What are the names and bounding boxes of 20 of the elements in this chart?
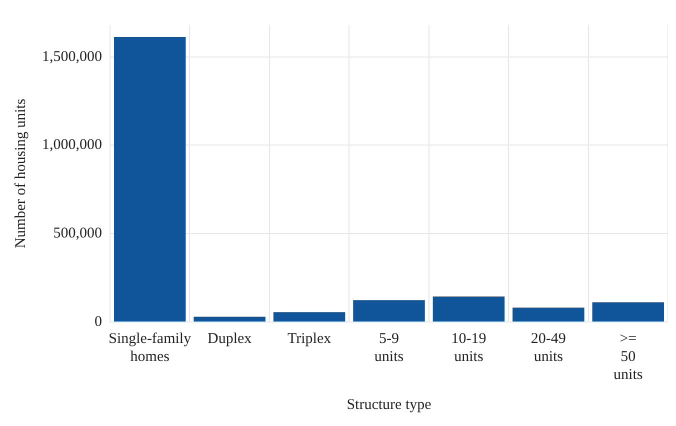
bar xyxy=(114,37,186,322)
bar xyxy=(592,302,664,322)
bar xyxy=(353,300,425,322)
x-tick-label: 20-49 units xyxy=(530,330,566,365)
x-tick-label: Duplex xyxy=(207,330,252,347)
bar xyxy=(194,316,266,322)
x-tick-label: Single-family homes xyxy=(108,330,192,365)
x-tick-label: Triplex xyxy=(287,330,332,347)
y-tick-label: 1,500,000 xyxy=(42,48,102,65)
y-axis-title: Number of housing units xyxy=(12,98,29,248)
y-tick-label: 0 xyxy=(94,314,102,330)
bar xyxy=(512,308,584,322)
bar xyxy=(432,296,505,322)
x-axis-title: Structure type xyxy=(346,396,432,413)
bar xyxy=(273,312,346,322)
x-tick-label: >= 50 units xyxy=(614,330,643,383)
x-tick-label: 5-9 units xyxy=(374,330,404,365)
y-tick-label: 500,000 xyxy=(53,226,102,242)
x-tick-label: 10-19 units xyxy=(451,330,486,365)
y-tick-label: 1,000,000 xyxy=(42,137,102,154)
